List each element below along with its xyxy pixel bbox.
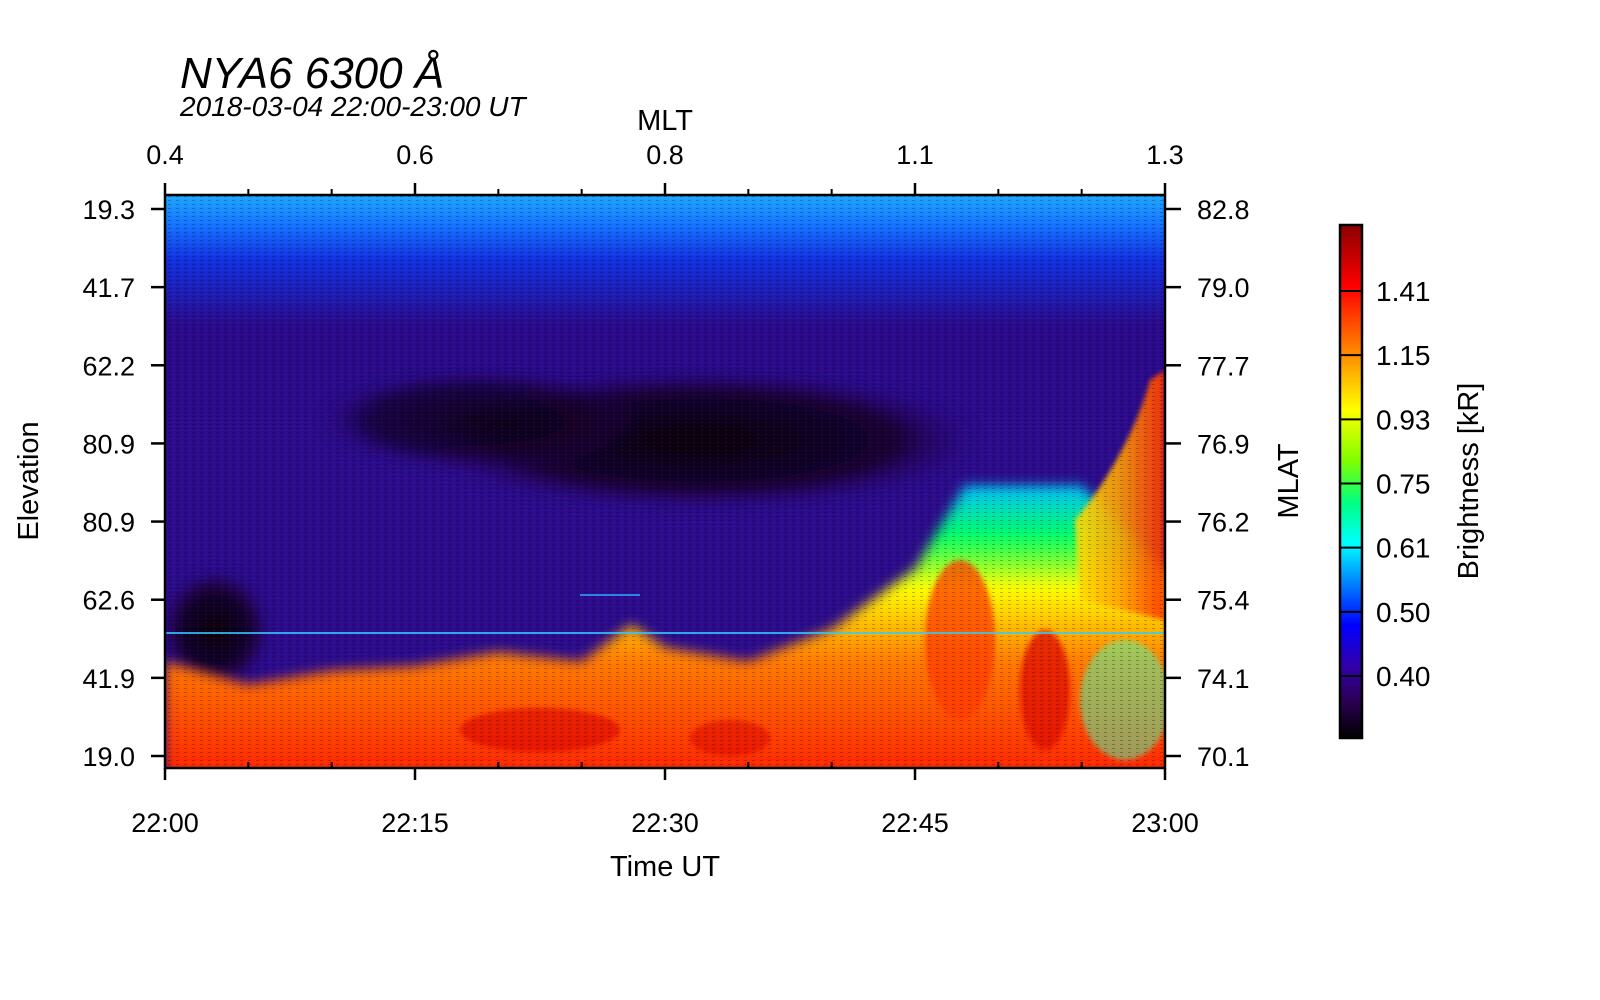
y-tick-label: 41.9 [82,664,135,694]
x-top-tick-label: 1.1 [896,140,934,170]
y-tick-label: 19.0 [82,742,135,772]
y-right-tick-label: 75.4 [1197,586,1250,616]
x-tick-label: 22:15 [381,808,449,838]
colorbar-tick-label: 0.61 [1376,533,1431,564]
x-axis-label: Time UT [610,851,720,883]
x-top-tick-label: 1.3 [1146,140,1184,170]
x-tick-label: 22:45 [881,808,949,838]
y-tick-label: 80.9 [82,508,135,538]
y-right-tick-label: 82.8 [1197,195,1250,225]
y-right-axis-label: MLAT [1273,443,1305,518]
y-right-tick-label: 79.0 [1197,273,1250,303]
colorbar-ticks: 1.41 1.15 0.93 0.75 0.61 0.50 0.40 [1340,276,1431,692]
x-top-axis-label: MLT [637,105,693,137]
y-right-tick-label: 76.9 [1197,429,1250,459]
y-axis-right: 82.8 79.0 77.7 76.9 76.2 75.4 74.1 70.1 [1165,195,1250,772]
colorbar-tick-label: 0.93 [1376,404,1431,435]
colorbar-tick-label: 1.41 [1376,276,1431,307]
y-tick-label: 80.9 [82,429,135,459]
x-axis-top: 0.4 0.6 0.8 1.1 1.3 [146,140,1184,195]
heatmap-image [165,195,1165,768]
chart-title: NYA6 6300 Å [180,49,444,98]
y-right-tick-label: 76.2 [1197,508,1250,538]
x-tick-label: 23:00 [1131,808,1199,838]
colorbar-tick-label: 1.15 [1376,340,1431,371]
y-tick-label: 41.7 [82,273,135,303]
x-tick-label: 22:30 [631,808,699,838]
x-top-tick-label: 0.8 [646,140,684,170]
x-axis-bottom: 22:00 22:15 22:30 22:45 23:00 [131,189,1199,838]
y-axis-label: Elevation [13,421,45,540]
colorbar-tick-label: 0.50 [1376,597,1431,628]
x-tick-label: 22:00 [131,808,199,838]
chart-subtitle: 2018-03-04 22:00-23:00 UT [179,91,527,122]
colorbar [1338,223,1364,740]
y-axis-left: 19.3 41.7 62.2 80.9 80.9 62.6 41.9 19.0 [82,195,165,772]
colorbar-tick-label: 0.75 [1376,469,1431,500]
colorbar-label: Brightness [kR] [1453,383,1485,580]
x-top-tick-label: 0.6 [396,140,434,170]
colorbar-tick-label: 0.40 [1376,661,1431,692]
y-tick-label: 62.6 [82,586,135,616]
y-right-tick-label: 74.1 [1197,664,1250,694]
y-tick-label: 62.2 [82,351,135,381]
x-top-tick-label: 0.4 [146,140,184,170]
y-tick-label: 19.3 [82,195,135,225]
y-right-tick-label: 77.7 [1197,351,1250,381]
y-right-tick-label: 70.1 [1197,742,1250,772]
